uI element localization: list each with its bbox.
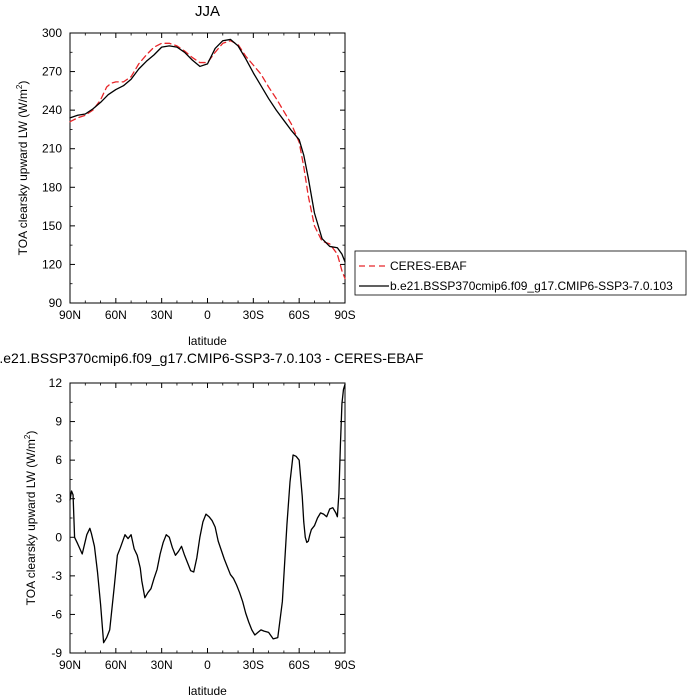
bottom-y-tick-label: 0 <box>55 530 62 544</box>
bottom-y-axis-label: TOA clearsky upward LW (W/m2) <box>23 431 38 606</box>
bottom-y-tick-label: -9 <box>51 646 62 660</box>
top-y-tick-label: 120 <box>42 257 62 271</box>
top-x-tick-label: 90N <box>59 308 81 322</box>
bottom-series <box>69 383 346 644</box>
bottom-y-tick-label: 3 <box>55 492 62 506</box>
bottom-y-tick-label: 9 <box>55 415 62 429</box>
bottom-series-line-1 <box>69 383 346 644</box>
bottom-x-ticks: 90N 60N 30N 0 30S 60S 90S <box>59 383 356 672</box>
bottom-x-tick-label: 60S <box>288 658 309 672</box>
top-x-tick-label: 30N <box>151 308 173 322</box>
bottom-y-tick-label: 6 <box>55 453 62 467</box>
top-chart-title: JJA <box>195 3 220 20</box>
top-x-tick-label: 30S <box>243 308 264 322</box>
legend-label-ceres: CERES-EBAF <box>390 259 467 273</box>
bottom-panel: b.e21.BSSP370cmip6.f09_g17.CMIP6-SSP3-7.… <box>0 350 423 698</box>
bottom-x-axis-label: latitude <box>188 684 227 698</box>
top-y-axis-label-sup: 2 <box>15 84 24 89</box>
bottom-y-tick-label: -3 <box>51 569 62 583</box>
bottom-x-tick-label: 30S <box>243 658 264 672</box>
top-x-tick-label: 60N <box>105 308 127 322</box>
top-y-axis-label: TOA clearsky upward LW (W/m2) <box>15 81 30 256</box>
bottom-y-axis-label-close: ) <box>24 431 38 435</box>
legend: CERES-EBAF b.e21.BSSP370cmip6.f09_g17.CM… <box>354 250 687 296</box>
top-y-tick-label: 150 <box>42 219 62 233</box>
bottom-y-tick-label: -6 <box>51 607 62 621</box>
top-y-axis-label-text: TOA clearsky upward LW (W/m <box>16 89 30 255</box>
bottom-x-tick-label: 30N <box>151 658 173 672</box>
bottom-y-ticks: -9 -6 -3 0 3 6 9 12 <box>49 376 345 660</box>
top-x-axis-label: latitude <box>188 334 227 348</box>
top-y-axis-label-close: ) <box>16 81 30 85</box>
bottom-x-tick-label: 90N <box>59 658 81 672</box>
bottom-y-axis-label-sup: 2 <box>23 434 32 439</box>
top-y-tick-label: 240 <box>42 103 62 117</box>
top-series-line-1 <box>69 40 346 280</box>
bottom-x-tick-label: 60N <box>105 658 127 672</box>
top-x-tick-label: 0 <box>204 308 211 322</box>
top-series <box>69 38 346 280</box>
top-y-tick-label: 90 <box>49 296 63 310</box>
legend-label-model: b.e21.BSSP370cmip6.f09_g17.CMIP6-SSP3-7.… <box>390 279 673 293</box>
top-x-tick-label: 60S <box>288 308 309 322</box>
top-y-ticks: 90 120 150 180 210 240 270 300 <box>42 26 345 310</box>
top-y-tick-label: 180 <box>42 180 62 194</box>
top-y-tick-label: 210 <box>42 142 62 156</box>
top-series-line-2 <box>69 38 346 263</box>
bottom-y-axis-label-text: TOA clearsky upward LW (W/m <box>24 439 38 605</box>
legend-box <box>354 250 687 296</box>
bottom-chart-title: b.e21.BSSP370cmip6.f09_g17.CMIP6-SSP3-7.… <box>0 350 423 366</box>
bottom-y-tick-label: 12 <box>49 376 63 390</box>
top-x-tick-label: 90S <box>334 308 355 322</box>
top-y-tick-label: 300 <box>42 26 62 40</box>
top-y-tick-label: 270 <box>42 65 62 79</box>
bottom-x-tick-label: 0 <box>204 658 211 672</box>
bottom-x-tick-label: 90S <box>334 658 355 672</box>
top-panel: JJA 90N 60N 30N 0 30S 60S 90S 90 120 150 180 210 24… <box>15 3 356 348</box>
top-x-ticks: 90N 60N 30N 0 30S 60S 90S <box>59 33 356 322</box>
